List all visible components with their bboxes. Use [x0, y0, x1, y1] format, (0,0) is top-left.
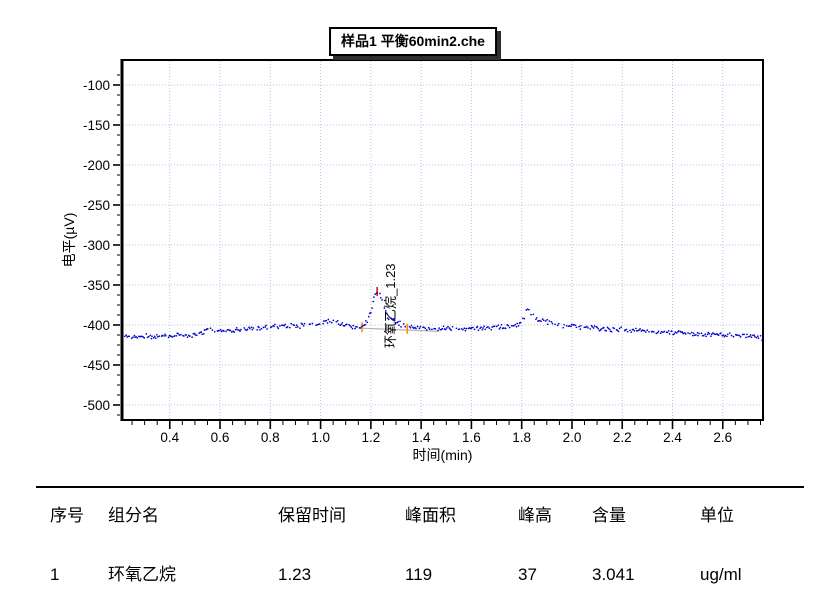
peak-annotation: 环氧乙烷_1.23 [383, 263, 398, 348]
svg-text:2.2: 2.2 [613, 430, 632, 445]
integration-baseline [362, 327, 439, 332]
table-header-cell: 序号 [50, 506, 84, 525]
y-tick-labels: -100 -150 -200 -250 -300 -350 -400 -450 -500 [83, 78, 110, 413]
svg-text:-100: -100 [83, 78, 110, 93]
results-table-header: 序号 组分名 保留时间 峰面积 峰高 含量 单位 [36, 505, 804, 526]
table-header-cell: 含量 [592, 506, 626, 525]
table-cell: 119 [405, 565, 433, 584]
x-axis-title: 时间(min) [413, 447, 473, 463]
table-header-cell: 峰高 [518, 506, 552, 525]
table-header-cell: 峰面积 [405, 506, 456, 525]
table-cell: 1 [50, 565, 60, 584]
svg-text:1.6: 1.6 [462, 430, 481, 445]
svg-text:-300: -300 [83, 238, 110, 253]
svg-text:0.6: 0.6 [211, 430, 230, 445]
plot-border [121, 59, 764, 421]
table-cell: 环氧乙烷 [108, 565, 176, 584]
svg-text:-350: -350 [83, 278, 110, 293]
table-header-cell: 单位 [700, 506, 734, 525]
table-cell: 1.23 [278, 565, 312, 584]
y-axis-title: 电平(µV) [61, 213, 77, 268]
svg-text:0.8: 0.8 [261, 430, 280, 445]
svg-text:-400: -400 [83, 318, 110, 333]
svg-text:-250: -250 [83, 198, 110, 213]
chromatogram-trace [123, 292, 763, 342]
sample-title: 样品1 平衡60min2.che [341, 33, 485, 49]
table-header-cell: 组分名 [108, 506, 159, 525]
axis-ticks [113, 74, 761, 429]
x-tick-labels: 0.4 0.6 0.8 1.0 1.2 1.4 1.6 1.8 2.0 2.2 2.4 2.6 [160, 430, 732, 445]
svg-text:1.0: 1.0 [311, 430, 330, 445]
svg-text:-200: -200 [83, 158, 110, 173]
table-cell: 3.041 [592, 565, 635, 584]
svg-text:-450: -450 [83, 358, 110, 373]
svg-text:2.4: 2.4 [663, 430, 682, 445]
results-table-body: 1 环氧乙烷 1.23 119 37 3.041 ug/ml [36, 564, 804, 585]
table-cell: 37 [518, 565, 537, 584]
svg-text:1.8: 1.8 [512, 430, 531, 445]
svg-text:2.6: 2.6 [713, 430, 732, 445]
svg-text:1.4: 1.4 [412, 430, 431, 445]
svg-text:1.2: 1.2 [361, 430, 380, 445]
table-header-cell: 保留时间 [278, 506, 346, 525]
svg-text:-500: -500 [83, 398, 110, 413]
sample-title-box: 样品1 平衡60min2.che [329, 27, 497, 56]
grid-lines [123, 61, 762, 419]
results-table: 序号 组分名 保留时间 峰面积 峰高 含量 单位 1 环氧乙烷 1.23 119 37 3.041 ug… [36, 486, 804, 585]
table-cell: ug/ml [700, 565, 742, 584]
svg-text:2.0: 2.0 [563, 430, 582, 445]
table-row: 1 环氧乙烷 1.23 119 37 3.041 ug/ml [36, 564, 804, 585]
chromatogram-chart[interactable]: 0.4 0.6 0.8 1.0 1.2 1.4 1.6 1.8 2.0 2.2 2.4 2.6 -100… [0, 0, 830, 478]
svg-text:-150: -150 [83, 118, 110, 133]
svg-text:0.4: 0.4 [160, 430, 179, 445]
